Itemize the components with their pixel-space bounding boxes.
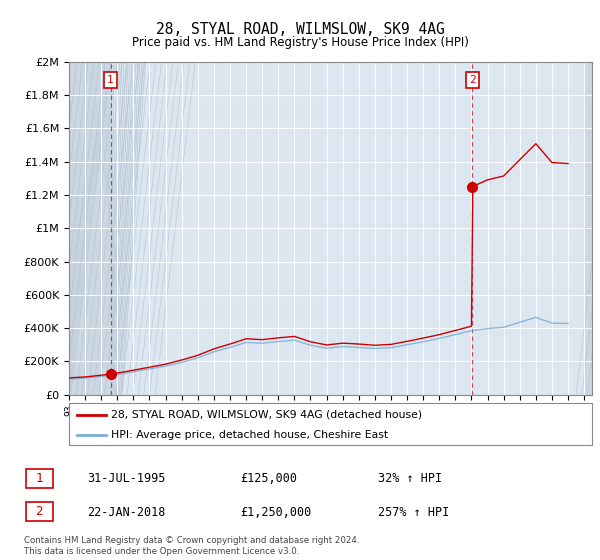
Text: 1: 1 — [107, 75, 114, 85]
Text: £1,250,000: £1,250,000 — [240, 506, 311, 519]
Text: Contains HM Land Registry data © Crown copyright and database right 2024.
This d: Contains HM Land Registry data © Crown c… — [24, 536, 359, 556]
Text: 28, STYAL ROAD, WILMSLOW, SK9 4AG (detached house): 28, STYAL ROAD, WILMSLOW, SK9 4AG (detac… — [111, 410, 422, 420]
Text: 2: 2 — [469, 75, 476, 85]
Text: £125,000: £125,000 — [240, 472, 297, 486]
Text: HPI: Average price, detached house, Cheshire East: HPI: Average price, detached house, Ches… — [111, 430, 388, 440]
Polygon shape — [69, 62, 110, 395]
Text: 2: 2 — [35, 505, 43, 519]
Text: 32% ↑ HPI: 32% ↑ HPI — [378, 472, 442, 486]
Text: 257% ↑ HPI: 257% ↑ HPI — [378, 506, 449, 519]
Text: 22-JAN-2018: 22-JAN-2018 — [87, 506, 166, 519]
Text: 28, STYAL ROAD, WILMSLOW, SK9 4AG: 28, STYAL ROAD, WILMSLOW, SK9 4AG — [155, 22, 445, 38]
Text: 1: 1 — [35, 472, 43, 485]
Text: 31-JUL-1995: 31-JUL-1995 — [87, 472, 166, 486]
Text: Price paid vs. HM Land Registry's House Price Index (HPI): Price paid vs. HM Land Registry's House … — [131, 36, 469, 49]
